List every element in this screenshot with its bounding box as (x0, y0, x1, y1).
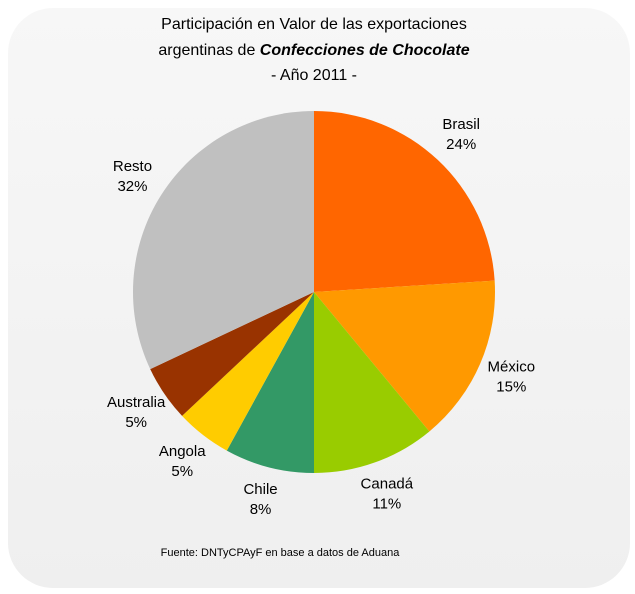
title-emphasis: Confecciones de Chocolate (260, 42, 470, 59)
slice-value: 32% (117, 178, 147, 195)
slice-label: Angola (159, 443, 206, 460)
slice-value: 8% (250, 501, 272, 518)
slice-label: Chile (243, 481, 277, 498)
slice-label: Canadá (361, 475, 414, 492)
slice-value: 11% (372, 495, 401, 512)
slice-value: 5% (171, 463, 193, 480)
slice-label: Brasil (442, 116, 480, 133)
slice-label: Australia (107, 394, 166, 411)
slice-value: 5% (125, 414, 147, 431)
pie-slice (132, 111, 314, 370)
pie-slice (314, 280, 495, 432)
title-line: argentinas de Confecciones de Chocolate (158, 42, 469, 59)
slice-value: 15% (496, 378, 526, 395)
pie-slice (314, 292, 430, 473)
slice-label: México (488, 358, 536, 375)
pie-slice (314, 111, 495, 292)
source: Fuente: DNTyCPAyF en base a datos de Adu… (161, 547, 401, 559)
pie-slice (150, 292, 314, 416)
pie-slice (182, 292, 314, 451)
title-line: - Año 2011 - (271, 67, 357, 84)
pie-slice (226, 292, 314, 473)
title-line: Participación en Valor de las exportacio… (161, 16, 467, 33)
slice-label: Resto (113, 158, 152, 175)
title-prefix: argentinas de (158, 42, 255, 59)
slice-value: 24% (446, 136, 476, 153)
